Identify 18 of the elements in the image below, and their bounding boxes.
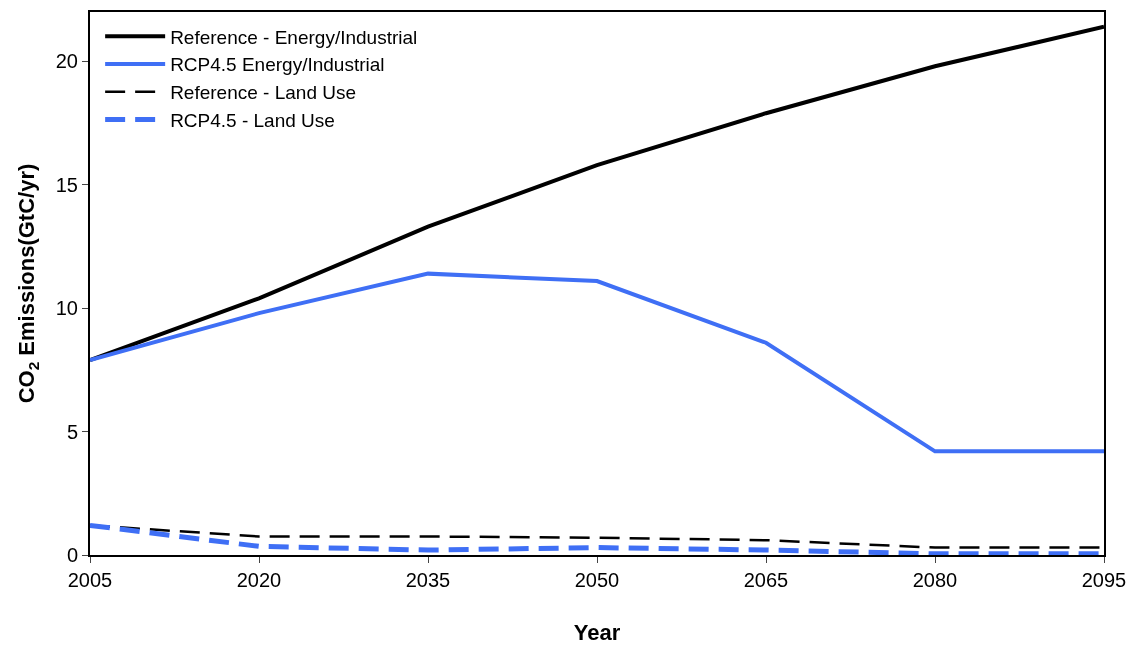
legend-label: Reference - Energy/Industrial xyxy=(170,26,418,48)
x-tick-label: 2035 xyxy=(405,569,451,591)
legend-label: RCP4.5 - Land Use xyxy=(170,109,335,131)
x-tick-label: 2005 xyxy=(67,569,113,591)
x-tick-label: 2065 xyxy=(743,569,789,591)
y-tick-label: 10 xyxy=(55,297,78,320)
legend-label: Reference - Land Use xyxy=(170,82,357,104)
x-tick-label: 2020 xyxy=(236,569,282,591)
y-tick-label: 5 xyxy=(66,420,78,443)
x-tick-label: 2080 xyxy=(912,569,958,591)
line-series xyxy=(90,271,1104,454)
x-axis-title: Year xyxy=(573,620,621,646)
x-tick-label: 2050 xyxy=(574,569,620,591)
y-tick-label: 15 xyxy=(55,173,78,196)
legend-label: RCP4.5 Energy/Industrial xyxy=(170,54,385,76)
y-tick-label: 20 xyxy=(55,50,78,73)
x-tick-label: 2095 xyxy=(1081,569,1127,591)
y-tick-label: 0 xyxy=(66,544,78,566)
